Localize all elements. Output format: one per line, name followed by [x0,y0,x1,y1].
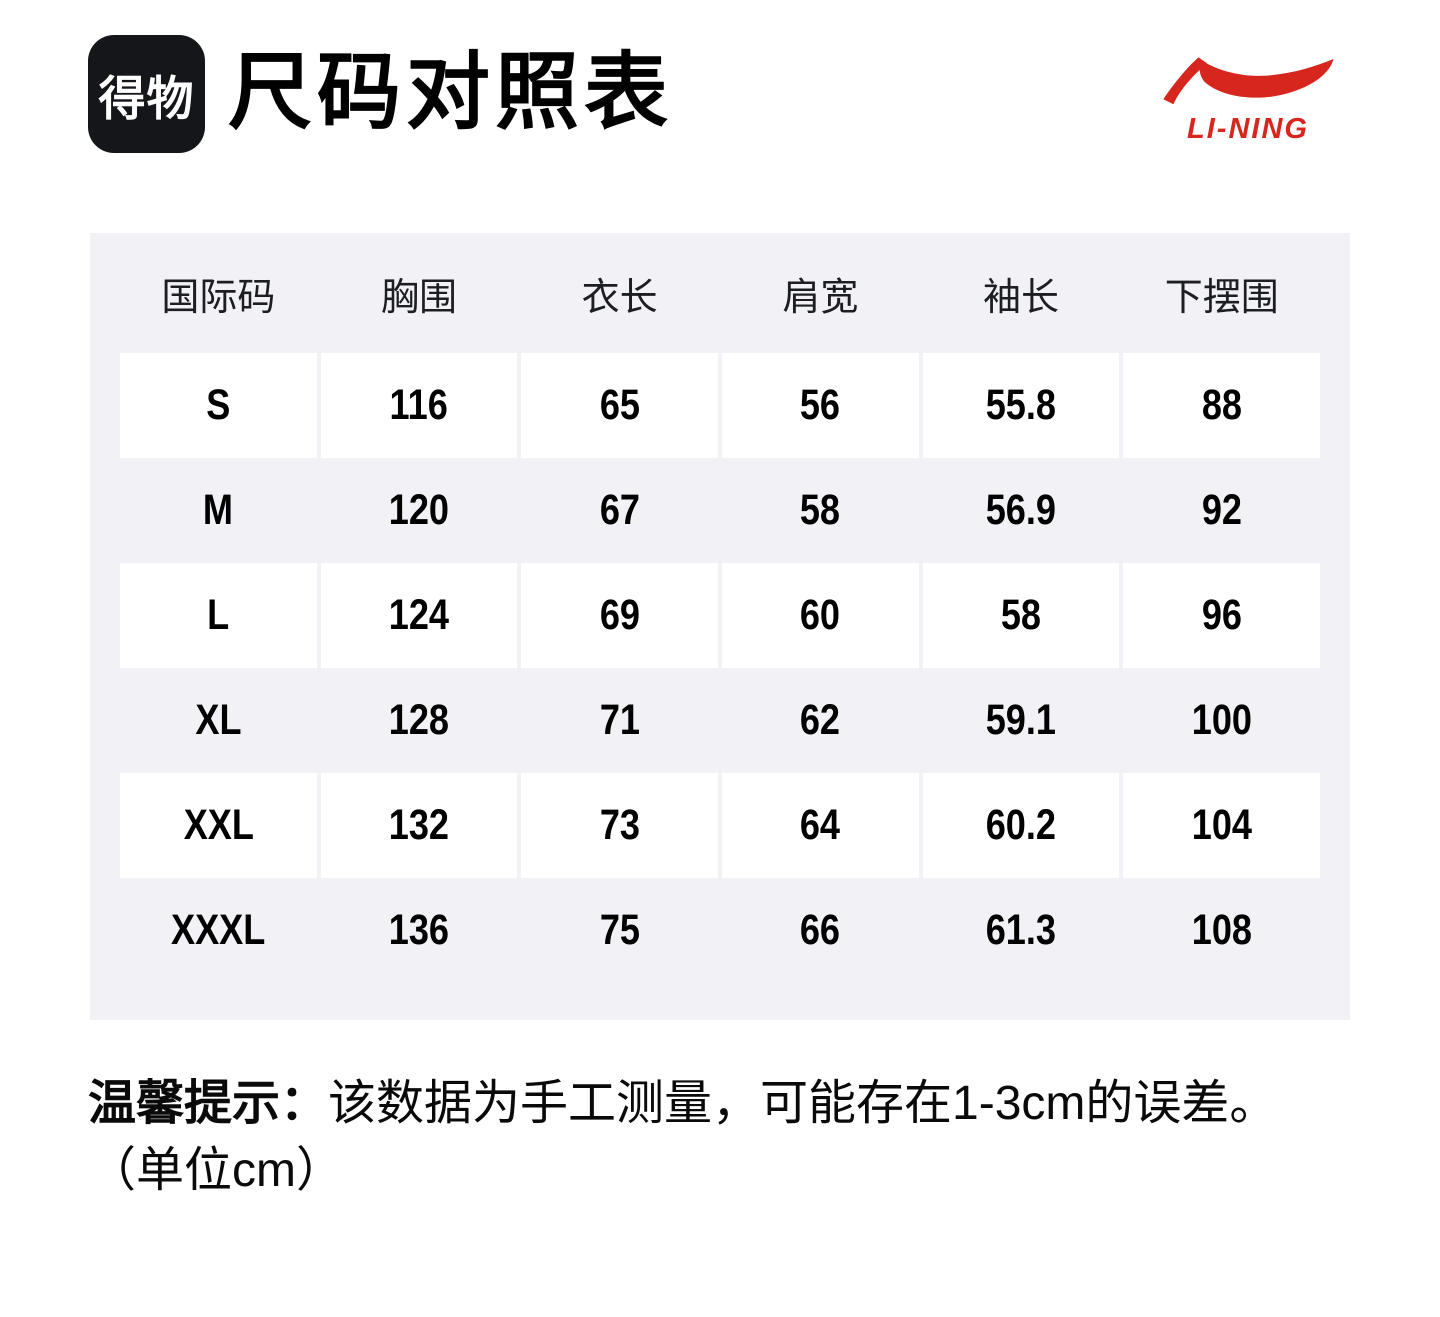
measure-value-cell: 104 [1123,773,1321,878]
measure-value-cell: 128 [321,668,518,773]
measure-value-cell: 61.3 [923,878,1120,983]
measure-value-cell: 96 [1123,563,1321,668]
cell-value: 104 [1191,801,1252,849]
table-row-xxl: XXL 132 73 64 60.2 104 [120,773,1321,878]
cell-value: 65 [599,381,640,429]
size-label-cell: M [120,458,317,563]
measure-value-cell: 56 [722,353,919,458]
measure-value-cell: 66 [722,878,919,983]
measure-value-cell: 92 [1123,458,1320,563]
measure-value-cell: 58 [922,563,1120,668]
measure-value-cell: 67 [521,458,718,563]
cell-value: 116 [389,381,449,429]
column-header-1: 胸围 [381,276,458,319]
cell-value: 56.9 [985,486,1057,534]
cell-value: L [207,591,230,639]
measure-value-cell: 136 [321,878,518,983]
measure-value-cell: 100 [1123,668,1320,773]
measurement-note: 温馨提示：该数据为手工测量，可能存在1-3cm的误差。 （单位cm） [88,1070,1380,1204]
measure-value-cell: 55.8 [922,353,1120,458]
table-body: S 116 65 56 55.8 88 M 120 67 58 56.9 92 L 124 69 60 58 96… [120,353,1321,983]
page-title: 尺码对照表 [228,45,674,139]
cell-value: 58 [1000,591,1042,639]
column-header-3: 肩宽 [782,276,859,319]
measure-value-cell: 56.9 [923,458,1120,563]
measure-value-cell: 116 [320,353,518,458]
measure-value-cell: 60 [722,563,919,668]
cell-value: 58 [800,486,841,534]
size-label-cell: L [120,563,317,668]
cell-value: 132 [388,801,450,849]
table-header-row: 国际码 胸围 衣长 肩宽 袖长 下摆围 [120,233,1320,353]
cell-value: XXXL [171,906,266,954]
size-label-cell: XXL [120,773,317,878]
lining-brand-logo: LI-NING [1160,48,1336,146]
cell-value: 67 [599,486,640,534]
measure-value-cell: 64 [722,773,919,878]
note-label: 温馨提示： [88,1077,329,1130]
size-chart-table: 国际码 胸围 衣长 肩宽 袖长 下摆围 S 116 65 56 55.8 88 M 120 67 58 56.… [90,233,1350,1020]
size-label-cell: S [120,353,317,458]
measure-value-cell: 73 [521,773,719,878]
cell-value: 100 [1191,696,1252,744]
cell-value: 75 [599,906,640,954]
table-row-xl: XL 128 71 62 59.1 100 [120,668,1320,773]
measure-value-cell: 62 [722,668,919,773]
measure-value-cell: 132 [320,773,518,878]
cell-value: 60.2 [985,801,1057,849]
measure-value-cell: 60.2 [922,773,1120,878]
cell-value: 69 [599,591,640,639]
cell-value: 59.1 [985,696,1057,744]
column-header-5: 下摆围 [1164,276,1279,319]
cell-value: 73 [599,801,640,849]
note-line-1: 温馨提示：该数据为手工测量，可能存在1-3cm的误差。 [88,1070,1380,1137]
cell-value: 92 [1201,486,1242,534]
measure-value-cell: 71 [521,668,718,773]
measure-value-cell: 108 [1123,878,1320,983]
column-header-4: 袖长 [983,276,1060,319]
note-unit: （单位cm） [88,1144,344,1197]
cell-value: 61.3 [985,906,1057,954]
cell-value: XL [195,696,242,744]
cell-value: S [206,381,231,429]
cell-value: 64 [800,801,841,849]
cell-value: 55.8 [985,381,1057,429]
size-label-cell: XL [120,668,317,773]
measure-value-cell: 69 [521,563,719,668]
cell-value: 56 [800,381,841,429]
measure-value-cell: 58 [722,458,919,563]
size-label-cell: XXXL [120,878,317,983]
table-row-xxxl: XXXL 136 75 66 61.3 108 [120,878,1320,983]
measure-value-cell: 120 [321,458,518,563]
cell-value: 60 [800,591,841,639]
cell-value: 66 [800,906,841,954]
cell-value: XXL [183,801,254,849]
lining-swoosh-icon [1163,57,1334,105]
cell-value: 71 [599,696,640,744]
dewu-app-logo: 得物 [88,35,205,153]
lining-logo-wordmark: LI-NING [1187,113,1309,145]
measure-value-cell: 124 [320,563,518,668]
measure-value-cell: 59.1 [923,668,1120,773]
measure-value-cell: 65 [521,353,719,458]
column-header-0: 国际码 [161,276,276,319]
dewu-logo-text: 得物 [98,71,195,125]
cell-value: 108 [1191,906,1252,954]
cell-value: 136 [388,906,450,954]
cell-value: 62 [800,696,841,744]
cell-value: 120 [388,486,450,534]
table-row-l: L 124 69 60 58 96 [120,563,1321,668]
cell-value: M [203,486,234,534]
cell-value: 124 [388,591,450,639]
table-row-m: M 120 67 58 56.9 92 [120,458,1320,563]
measure-value-cell: 75 [521,878,718,983]
note-text: 该数据为手工测量，可能存在1-3cm的误差。 [328,1077,1278,1130]
column-header-2: 衣长 [581,276,658,319]
cell-value: 128 [388,696,450,744]
cell-value: 88 [1201,381,1242,429]
measure-value-cell: 88 [1123,353,1321,458]
table-row-s: S 116 65 56 55.8 88 [120,353,1321,458]
cell-value: 96 [1201,591,1242,639]
